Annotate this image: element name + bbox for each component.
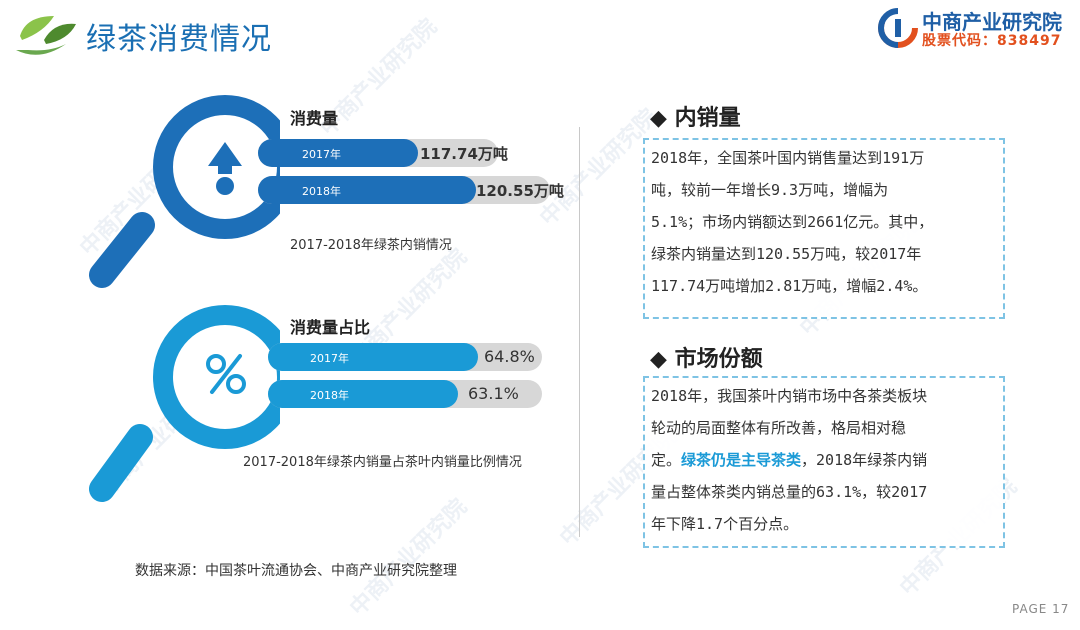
magnifier-consumption-icon [89,95,280,288]
market-line: 轮动的局面整体有所改善，格局相对稳 [651,419,907,437]
market-share-heading: ◆ 市场份额 [650,341,763,373]
domestic-line: 5.1%；市场内销额达到2661亿元。其中， [651,213,934,231]
market-share-title: 市场份额 [674,347,763,372]
watermark: 中商产业研究院 [345,494,473,622]
market-line: 量占整体茶类内销总量的63.1%，较2017 [651,483,928,501]
domestic-line: 2018年，全国茶叶国内销售量达到191万 [651,149,925,167]
domestic-sales-title: 内销量 [674,106,741,131]
bar-value-label: 117.74万吨 [420,145,508,163]
tea-leaf-icon [16,16,76,55]
percent-icon [206,354,246,394]
domestic-line: 117.74万吨增加2.81万吨，增幅2.4%。 [651,277,928,295]
page-title: 绿茶消费情况 [86,22,272,57]
market-line: 年下降1.7个百分点。 [651,515,799,533]
domestic-sales-heading: ◆ 内销量 [650,100,741,132]
page-number: PAGE 17 [1012,602,1070,616]
domestic-sales-box: 2018年，全国茶叶国内销售量达到191万 吨，较前一年增长9.3万吨，增幅为 … [643,138,1005,319]
consumption-label: 消费量 [290,109,339,128]
brand-logo-icon [878,8,918,48]
share-label: 消费量占比 [290,318,371,337]
arrow-up-icon [208,142,242,195]
bar-value-label: 64.8% [484,347,535,366]
bar-2017-consumption [258,139,418,167]
bar-year-label: 2017年 [310,352,349,365]
domestic-line: 吨，较前一年增长9.3万吨，增幅为 [651,181,889,199]
brand-stock-code: 股票代码：838497 [922,33,1062,49]
market-line: 定。绿茶仍是主导茶类，2018年绿茶内销 [651,444,997,476]
bar-2018-consumption [258,176,476,204]
bar-2018-share [268,380,458,408]
magnifier-share-icon [89,305,280,502]
brand-name: 中商产业研究院 [922,10,1062,34]
diamond-icon: ◆ [650,106,667,131]
bar-year-label: 2018年 [310,389,349,402]
market-line-text: 定。 [651,451,682,469]
domestic-line: 绿茶内销量达到120.55万吨，较2017年 [651,245,922,263]
divider [579,127,580,537]
bar-value-label: 120.55万吨 [476,182,564,200]
bar-value-label: 63.1% [468,384,519,403]
bar-2017-share [268,343,478,371]
share-caption: 2017-2018年绿茶内销量占茶叶内销量比例情况 [243,455,522,470]
market-line-text: ，2018年绿茶内销 [801,451,928,469]
market-share-box: 2018年，我国茶叶内销市场中各茶类板块 轮动的局面整体有所改善，格局相对稳 定… [643,376,1005,548]
data-source: 数据来源：中国茶叶流通协会、中商产业研究院整理 [135,563,457,579]
market-highlight: 绿茶仍是主导茶类 [681,451,802,469]
diamond-icon: ◆ [650,347,667,372]
market-line: 2018年，我国茶叶内销市场中各茶类板块 [651,387,928,405]
consumption-caption: 2017-2018年绿茶内销情况 [290,238,452,253]
bar-year-label: 2017年 [302,148,341,161]
bar-year-label: 2018年 [302,185,341,198]
